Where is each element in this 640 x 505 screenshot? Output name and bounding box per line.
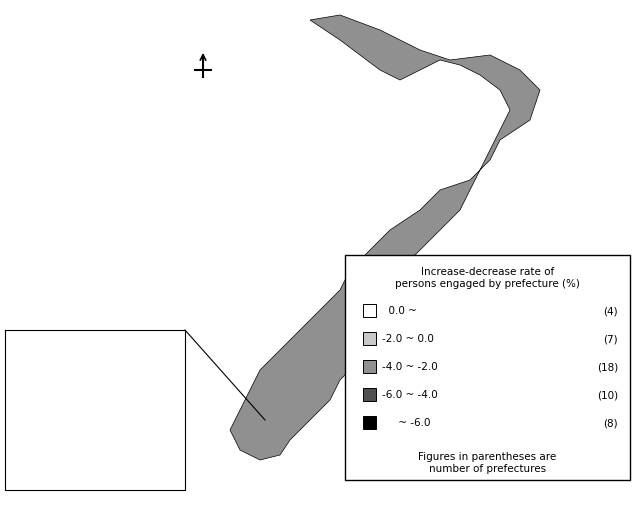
Bar [363,304,376,317]
Text: ~ -6.0: ~ -6.0 [382,418,431,428]
Bar [363,416,376,429]
Text: -4.0 ~ -2.0: -4.0 ~ -2.0 [382,362,438,372]
Text: (10): (10) [597,390,618,400]
Text: (8): (8) [604,418,618,428]
Bar [363,332,376,345]
Bar [363,360,376,373]
Polygon shape [230,15,540,460]
Text: (4): (4) [604,306,618,316]
Bar [345,255,630,480]
Bar [363,388,376,401]
Text: -2.0 ~ 0.0: -2.0 ~ 0.0 [382,334,434,344]
Text: (18): (18) [596,362,618,372]
Text: (7): (7) [604,334,618,344]
Text: Increase-decrease rate of
persons engaged by prefecture (%): Increase-decrease rate of persons engage… [395,267,580,288]
Text: -6.0 ~ -4.0: -6.0 ~ -4.0 [382,390,438,400]
Text: Figures in parentheses are
number of prefectures: Figures in parentheses are number of pre… [419,452,557,474]
Text: 0.0 ~: 0.0 ~ [382,306,417,316]
